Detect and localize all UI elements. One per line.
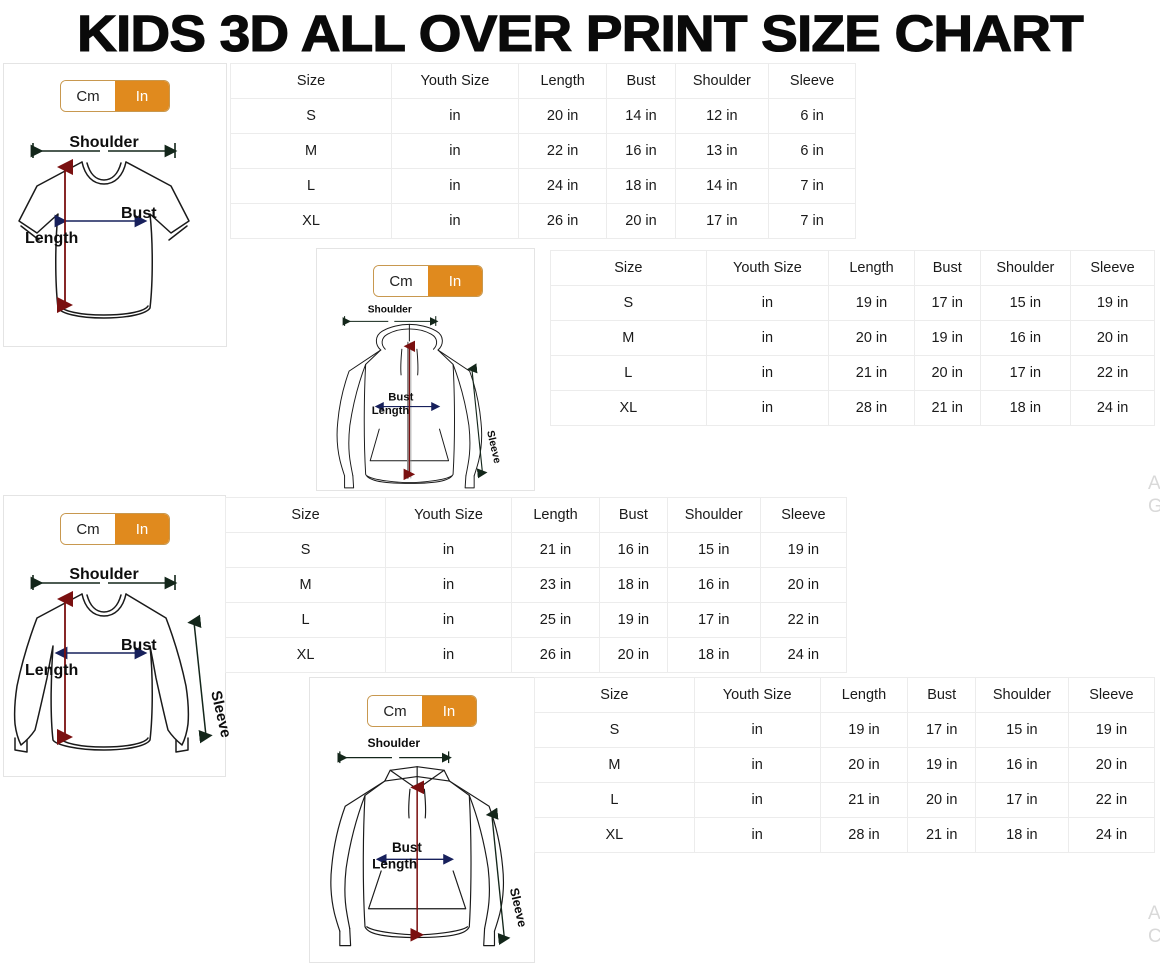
svg-text:Shoulder: Shoulder (69, 566, 138, 583)
svg-text:Sleeve: Sleeve (207, 689, 234, 739)
svg-text:Length: Length (372, 405, 410, 417)
svg-text:Shoulder: Shoulder (368, 304, 412, 315)
svg-text:Shoulder: Shoulder (367, 736, 420, 750)
svg-text:Length: Length (372, 856, 417, 871)
svg-text:Bust: Bust (121, 637, 157, 654)
svg-text:Bust: Bust (121, 205, 157, 222)
svg-text:Shoulder: Shoulder (69, 134, 138, 151)
svg-text:Length: Length (25, 662, 78, 679)
svg-text:Length: Length (25, 230, 78, 247)
